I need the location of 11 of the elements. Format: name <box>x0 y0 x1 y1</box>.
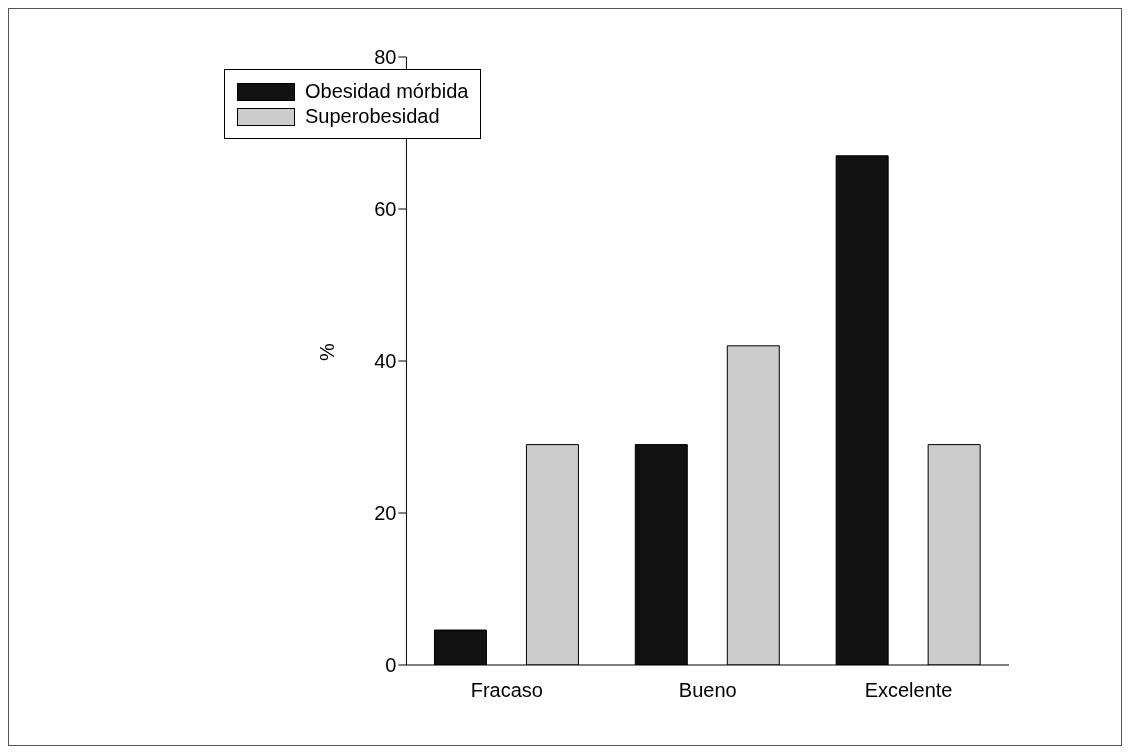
legend-label: Superobesidad <box>305 105 440 128</box>
x-tick-label: Fracaso <box>470 679 543 702</box>
y-axis-title: % <box>315 343 338 361</box>
y-tick-label: 80 <box>374 46 397 69</box>
y-tick-label: 0 <box>385 654 397 677</box>
y-tick-label: 20 <box>374 502 397 525</box>
y-tick-label: 40 <box>374 350 397 373</box>
y-tick-label: 60 <box>374 198 397 221</box>
x-tick-label: Bueno <box>678 679 737 702</box>
legend-label: Obesidad mórbida <box>305 80 469 103</box>
x-tick-label: Excelente <box>864 679 953 702</box>
